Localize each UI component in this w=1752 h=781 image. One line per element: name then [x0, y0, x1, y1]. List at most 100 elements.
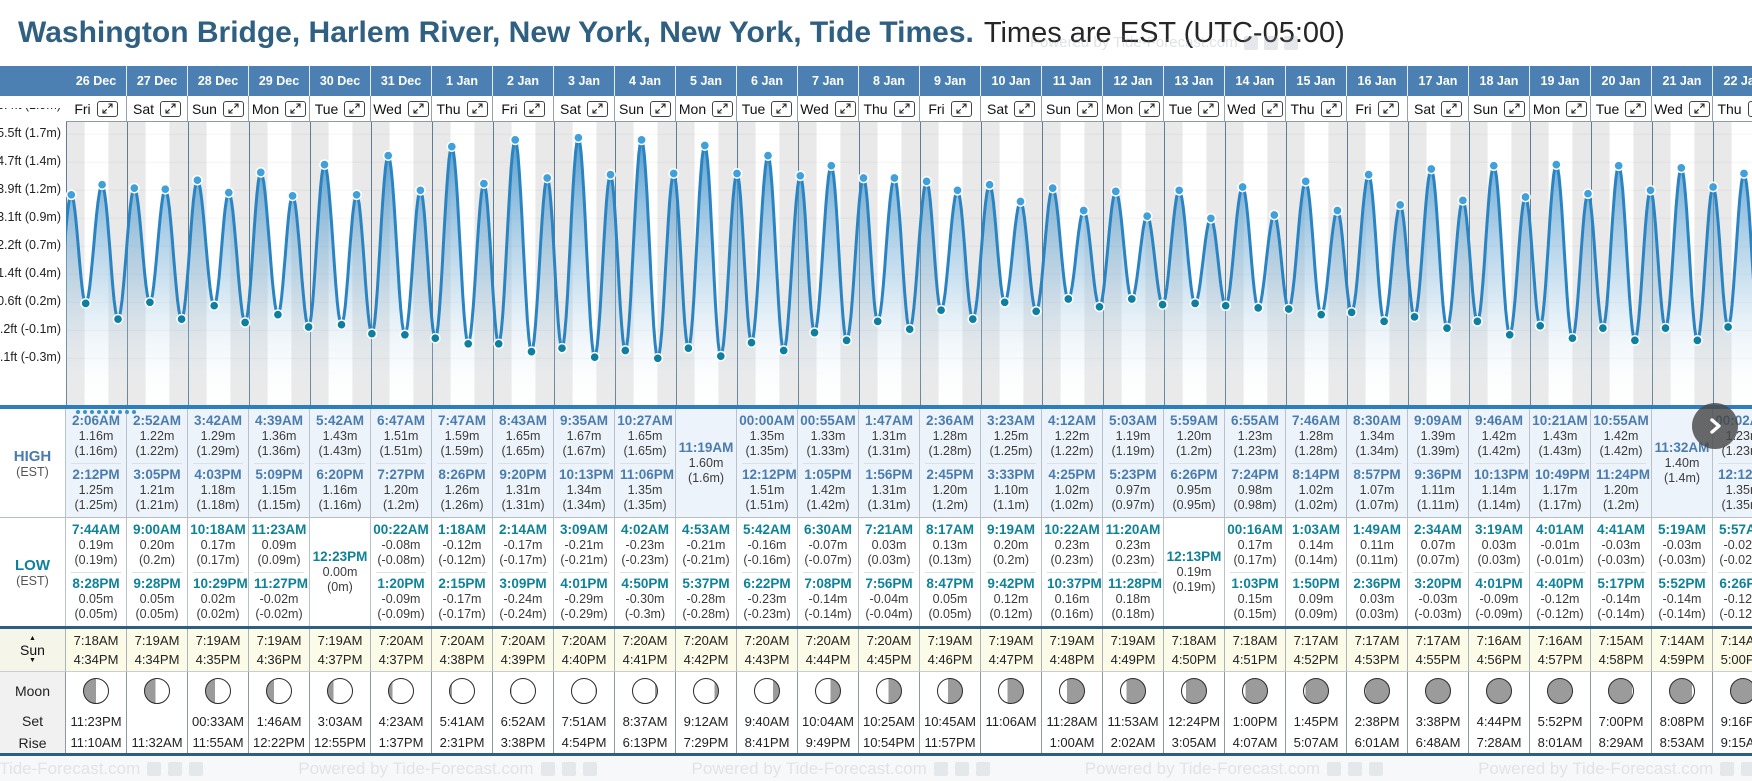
expand-day-button[interactable] — [893, 100, 915, 117]
expand-day-button[interactable] — [1625, 100, 1647, 117]
expand-day-button[interactable] — [96, 100, 118, 117]
tide-high-marker[interactable] — [794, 170, 806, 182]
tide-low-marker[interactable] — [366, 328, 378, 340]
tide-low-marker[interactable] — [1220, 300, 1232, 312]
tide-high-marker[interactable] — [1707, 181, 1719, 193]
tide-high-marker[interactable] — [1425, 163, 1437, 175]
tide-high-marker[interactable] — [66, 189, 77, 201]
tide-high-marker[interactable] — [351, 189, 362, 201]
tide-low-marker[interactable] — [176, 313, 187, 325]
tide-low-marker[interactable] — [303, 321, 314, 333]
tide-low-marker[interactable] — [715, 350, 727, 362]
tide-low-marker[interactable] — [1472, 316, 1483, 327]
tide-high-marker[interactable] — [1237, 181, 1248, 193]
tide-high-marker[interactable] — [858, 172, 869, 184]
tide-high-marker[interactable] — [1613, 160, 1625, 172]
expand-day-button[interactable] — [407, 100, 429, 117]
expand-day-button[interactable] — [344, 100, 366, 117]
expand-day-button[interactable] — [1076, 100, 1098, 117]
tide-low-marker[interactable] — [1062, 293, 1074, 305]
tide-low-marker[interactable] — [589, 351, 601, 363]
tide-high-marker[interactable] — [1550, 159, 1562, 170]
tide-low-marker[interactable] — [683, 342, 694, 354]
tide-high-marker[interactable] — [541, 172, 553, 184]
tide-high-marker[interactable] — [96, 179, 108, 191]
tide-high-marker[interactable] — [952, 184, 963, 196]
tide-low-marker[interactable] — [80, 298, 92, 309]
tide-low-marker[interactable] — [144, 296, 156, 308]
tide-low-marker[interactable] — [1189, 298, 1201, 309]
tide-high-marker[interactable] — [731, 168, 743, 179]
tide-low-marker[interactable] — [1315, 309, 1327, 320]
tide-low-marker[interactable] — [1094, 301, 1105, 313]
tide-low-marker[interactable] — [208, 300, 220, 312]
tide-low-marker[interactable] — [556, 342, 568, 354]
tide-high-marker[interactable] — [415, 184, 426, 196]
tide-low-marker[interactable] — [778, 345, 790, 356]
tide-high-marker[interactable] — [446, 141, 458, 152]
expand-day-button[interactable] — [1261, 100, 1283, 117]
expand-day-button[interactable] — [466, 100, 488, 117]
tide-high-marker[interactable] — [223, 187, 235, 198]
tide-low-marker[interactable] — [1597, 322, 1609, 334]
expand-day-button[interactable] — [1014, 100, 1035, 117]
tide-high-marker[interactable] — [984, 179, 995, 191]
tide-low-marker[interactable] — [1567, 332, 1578, 344]
tide-high-marker[interactable] — [1738, 168, 1750, 179]
expand-day-button[interactable] — [649, 100, 671, 117]
tide-high-marker[interactable] — [128, 182, 140, 194]
expand-day-button[interactable] — [834, 100, 856, 117]
tide-high-marker[interactable] — [159, 183, 171, 195]
expand-day-button[interactable] — [1688, 100, 1710, 117]
tide-high-marker[interactable] — [319, 159, 330, 170]
tide-high-marker[interactable] — [636, 134, 647, 146]
tide-high-marker[interactable] — [255, 167, 267, 178]
tide-low-marker[interactable] — [1534, 320, 1546, 332]
tide-high-marker[interactable] — [1645, 184, 1656, 196]
tide-high-marker[interactable] — [192, 174, 203, 186]
tide-low-marker[interactable] — [999, 296, 1011, 308]
expand-day-button[interactable] — [285, 100, 307, 117]
tide-low-marker[interactable] — [1692, 335, 1703, 346]
tide-low-marker[interactable] — [462, 338, 474, 350]
tide-low-marker[interactable] — [526, 346, 537, 357]
expand-day-button[interactable] — [1747, 100, 1752, 117]
expand-day-button[interactable] — [1320, 100, 1342, 117]
tide-high-marker[interactable] — [762, 150, 774, 161]
expand-day-button[interactable] — [523, 100, 545, 117]
tide-high-marker[interactable] — [1078, 205, 1090, 216]
tide-high-marker[interactable] — [668, 168, 680, 179]
tide-low-marker[interactable] — [935, 304, 947, 316]
tide-low-marker[interactable] — [652, 352, 664, 364]
tide-high-marker[interactable] — [1015, 196, 1026, 207]
tide-high-marker[interactable] — [1047, 182, 1059, 194]
tide-low-marker[interactable] — [1409, 311, 1420, 323]
expand-day-button[interactable] — [1377, 100, 1399, 117]
tide-high-marker[interactable] — [605, 169, 616, 180]
tide-high-marker[interactable] — [1488, 160, 1500, 172]
tide-high-marker[interactable] — [1394, 199, 1406, 211]
tide-high-marker[interactable] — [382, 150, 394, 161]
tide-high-marker[interactable] — [889, 172, 900, 184]
tide-high-marker[interactable] — [699, 140, 711, 151]
tide-low-marker[interactable] — [746, 337, 757, 348]
tide-low-marker[interactable] — [272, 309, 284, 320]
tide-low-marker[interactable] — [904, 323, 916, 335]
tide-low-marker[interactable] — [1378, 316, 1390, 327]
tide-high-marker[interactable] — [1205, 212, 1217, 224]
tide-high-marker[interactable] — [573, 132, 584, 144]
tide-high-marker[interactable] — [1457, 195, 1469, 206]
tide-low-marker[interactable] — [1660, 322, 1671, 334]
sun-row-label[interactable]: ▲ Sun ▼ — [0, 629, 66, 672]
expand-day-button[interactable] — [1566, 100, 1588, 117]
expand-day-button[interactable] — [950, 100, 972, 117]
tide-low-marker[interactable] — [1252, 302, 1264, 314]
expand-day-button[interactable] — [1441, 100, 1462, 117]
tide-low-marker[interactable] — [841, 335, 852, 346]
tide-low-marker[interactable] — [1030, 305, 1042, 317]
tide-high-marker[interactable] — [1141, 210, 1153, 222]
tide-high-marker[interactable] — [1582, 188, 1594, 200]
tide-high-marker[interactable] — [1173, 184, 1185, 196]
tide-high-marker[interactable] — [825, 160, 837, 172]
tide-high-marker[interactable] — [921, 176, 932, 187]
